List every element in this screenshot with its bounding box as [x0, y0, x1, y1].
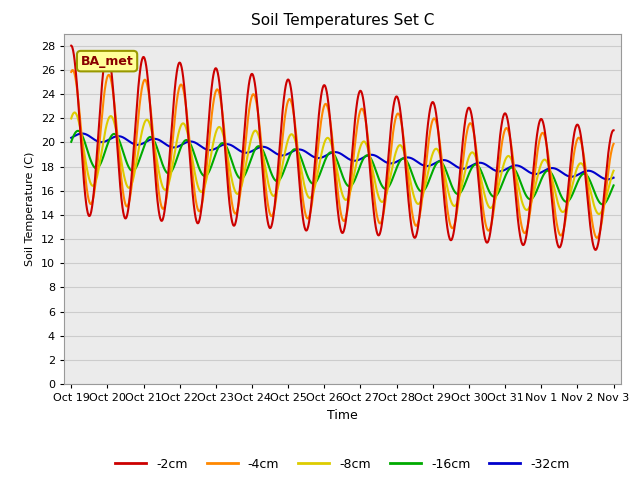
Title: Soil Temperatures Set C: Soil Temperatures Set C: [251, 13, 434, 28]
Y-axis label: Soil Temperature (C): Soil Temperature (C): [25, 152, 35, 266]
X-axis label: Time: Time: [327, 408, 358, 421]
Legend: -2cm, -4cm, -8cm, -16cm, -32cm: -2cm, -4cm, -8cm, -16cm, -32cm: [110, 453, 575, 476]
Text: BA_met: BA_met: [81, 55, 134, 68]
